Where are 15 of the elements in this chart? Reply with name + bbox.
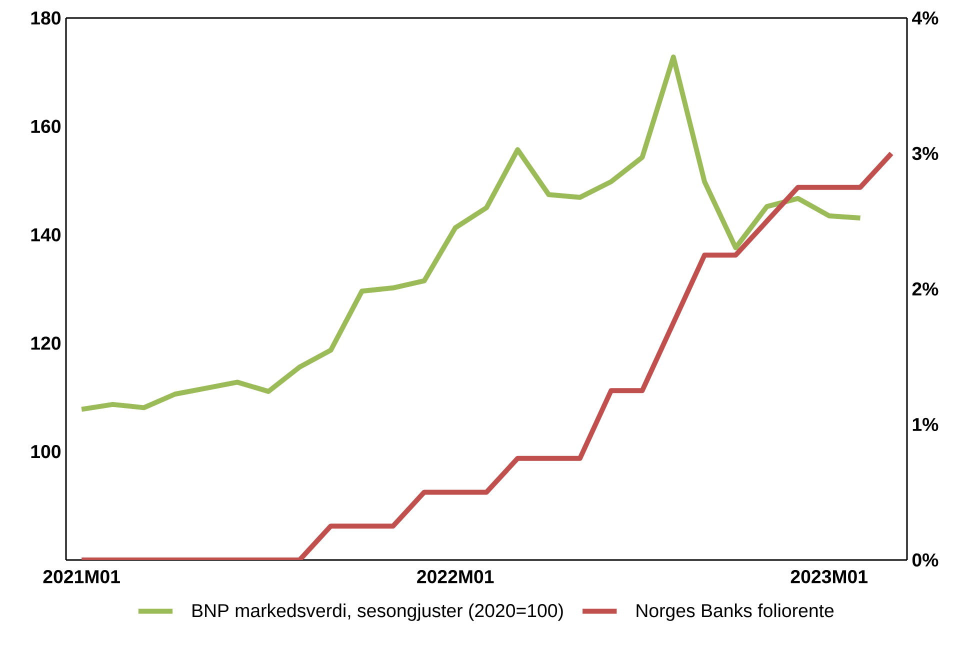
x-tick-label: 2023M01 [790,570,868,584]
y2-tick-label: 4% [912,11,938,25]
legend-label: Norges Banks foliorente [636,604,834,621]
y-tick-label: 120 [31,336,61,350]
y-tick-label: 100 [31,444,61,458]
y-tick-label: 180 [31,11,61,25]
x-tick-label: 2021M01 [43,570,120,584]
y2-tick-label: 2% [912,282,938,296]
x-tick-label: 2022M01 [417,570,494,584]
y2-tick-label: 0% [912,553,938,567]
y-tick-label: 140 [31,228,61,242]
y2-tick-label: 3% [912,146,938,160]
y2-tick-label: 1% [912,418,938,432]
legend-label: BNP markedsverdi, sesongjuster (2020=100) [192,604,563,621]
y-tick-label: 160 [31,120,61,133]
